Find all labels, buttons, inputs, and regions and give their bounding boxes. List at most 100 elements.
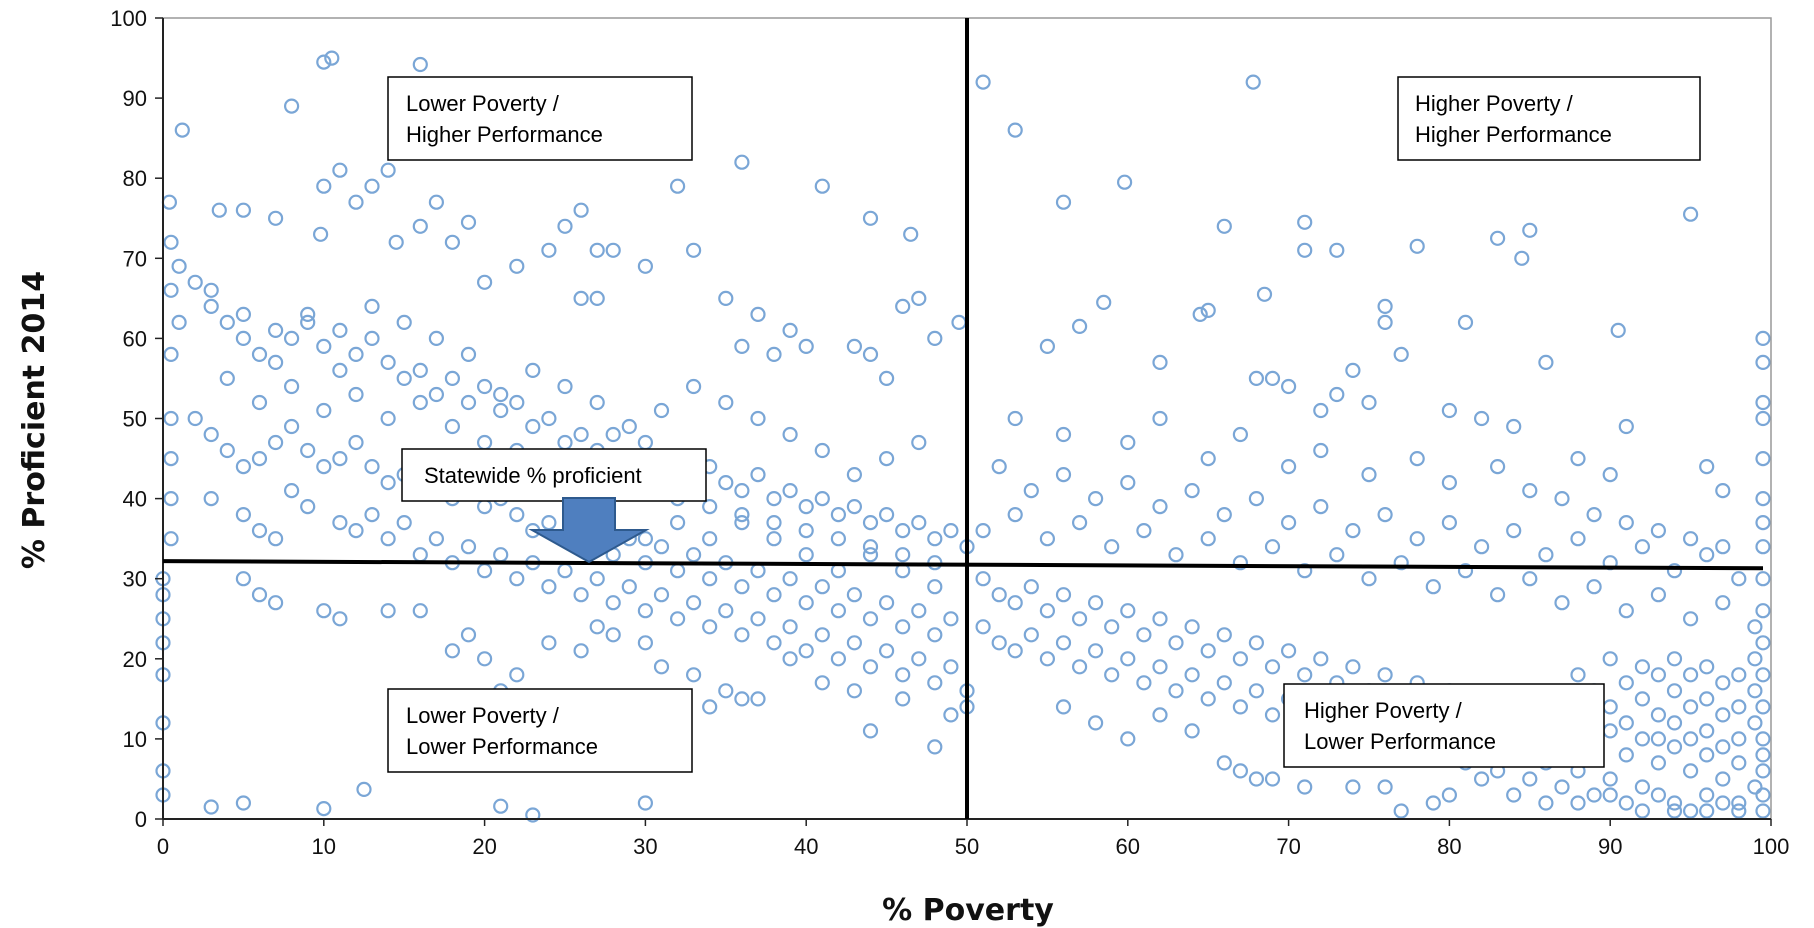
data-point [1425, 795, 1441, 811]
data-point [1522, 222, 1538, 238]
data-point [300, 499, 316, 515]
data-point [268, 354, 284, 370]
data-point [1755, 731, 1771, 747]
data-point [1715, 675, 1731, 691]
x-tick-label: 50 [955, 834, 979, 859]
data-point [412, 362, 428, 378]
data-point [1055, 467, 1072, 483]
y-tick-label: 40 [123, 487, 147, 512]
data-point [1755, 747, 1771, 763]
data-point [943, 611, 959, 627]
data-point [1280, 378, 1297, 395]
data-point [1538, 354, 1554, 370]
data-point [1007, 122, 1023, 138]
data-point [163, 346, 179, 362]
data-point [1682, 611, 1699, 627]
data-point [219, 370, 235, 386]
data-point [493, 547, 509, 563]
data-point [1055, 699, 1072, 715]
data-point [862, 514, 879, 531]
data-point [1634, 691, 1651, 707]
data-point [1699, 547, 1715, 563]
data-point [1248, 771, 1265, 787]
data-point [1618, 675, 1634, 691]
y-tick-label: 50 [123, 407, 147, 432]
data-point [348, 346, 364, 362]
data-point [621, 418, 637, 435]
x-tick-label: 80 [1437, 834, 1461, 859]
data-point [1184, 723, 1200, 739]
data-point [1345, 522, 1361, 539]
x-tick-label: 90 [1598, 834, 1622, 859]
data-point [1104, 619, 1120, 635]
data-point [702, 619, 718, 635]
data-point [1345, 779, 1361, 795]
data-point [1071, 514, 1088, 531]
data-point [1055, 635, 1072, 651]
data-point [1120, 651, 1136, 667]
data-point [1216, 755, 1232, 771]
data-point [1747, 651, 1763, 667]
data-point [750, 306, 766, 322]
data-point [766, 491, 782, 507]
data-point [1023, 483, 1039, 499]
data-point [1755, 635, 1771, 651]
data-point [1232, 555, 1249, 571]
data-point [364, 459, 380, 475]
data-point [750, 611, 766, 627]
data-point [1699, 803, 1715, 819]
data-point [1345, 362, 1361, 378]
data-point [878, 370, 895, 386]
data-point [235, 795, 251, 811]
data-point [1699, 747, 1715, 763]
data-point [766, 531, 782, 547]
quadrant-top-left-line2: Higher Performance [406, 122, 603, 147]
data-point [235, 506, 251, 523]
data-point [1361, 571, 1377, 587]
data-point [316, 459, 332, 475]
data-point [1007, 410, 1023, 427]
data-point [718, 603, 734, 619]
data-point [1393, 555, 1409, 571]
data-point [846, 635, 863, 651]
data-point [1602, 787, 1618, 803]
data-point [460, 214, 477, 230]
data-point [637, 795, 654, 811]
data-point [927, 330, 943, 346]
data-point [1682, 699, 1699, 715]
data-point [1731, 795, 1747, 811]
data-point [163, 282, 179, 298]
data-point [621, 579, 637, 595]
data-point [718, 394, 734, 411]
data-point [1087, 595, 1104, 611]
data-point [348, 522, 364, 539]
data-point [1755, 410, 1771, 427]
data-point [1071, 611, 1088, 627]
data-point [235, 202, 251, 218]
data-point [428, 531, 444, 547]
data-point [1634, 659, 1651, 675]
data-point [814, 579, 830, 595]
data-point [927, 627, 943, 643]
data-point [1216, 218, 1232, 234]
data-point [927, 579, 943, 595]
data-point [380, 531, 396, 547]
data-point [702, 531, 718, 547]
data-point [412, 603, 428, 619]
data-point [991, 459, 1007, 475]
data-point [203, 282, 219, 298]
data-point [1522, 571, 1538, 587]
data-point [814, 178, 830, 194]
data-point [1361, 467, 1377, 483]
data-point [911, 514, 927, 531]
data-point [203, 298, 219, 314]
data-point [163, 410, 179, 427]
data-point [428, 330, 444, 346]
y-axis-title: % Proficient 2014 [17, 271, 52, 569]
data-point [316, 178, 332, 194]
data-point [460, 394, 477, 411]
data-point [1168, 547, 1184, 563]
x-tick-label: 100 [1753, 834, 1790, 859]
data-point [284, 378, 300, 395]
data-point [1699, 691, 1715, 707]
